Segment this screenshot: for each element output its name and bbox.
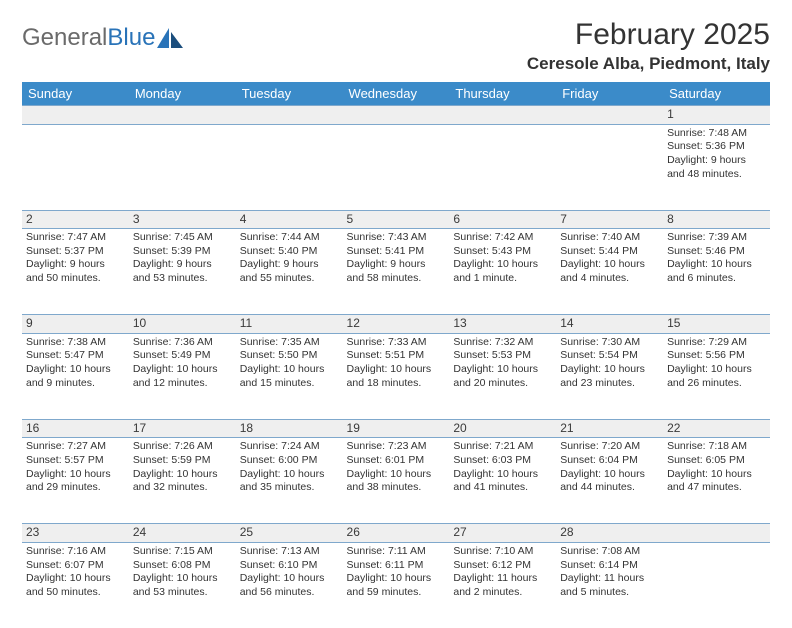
content-row: Sunrise: 7:47 AM Sunset: 5:37 PM Dayligh… [22, 229, 770, 315]
day-number [556, 106, 663, 125]
day-cell: Sunrise: 7:26 AM Sunset: 5:59 PM Dayligh… [129, 438, 236, 524]
day-header: Friday [556, 82, 663, 106]
location: Ceresole Alba, Piedmont, Italy [527, 54, 770, 74]
month-title: February 2025 [527, 18, 770, 52]
day-number [449, 106, 556, 125]
logo: GeneralBlue [22, 18, 183, 52]
content-row: Sunrise: 7:48 AM Sunset: 5:36 PM Dayligh… [22, 124, 770, 210]
day-header: Sunday [22, 82, 129, 106]
day-number: 27 [449, 524, 556, 543]
day-cell: Sunrise: 7:48 AM Sunset: 5:36 PM Dayligh… [663, 124, 770, 210]
day-cell: Sunrise: 7:16 AM Sunset: 6:07 PM Dayligh… [22, 542, 129, 628]
day-cell: Sunrise: 7:24 AM Sunset: 6:00 PM Dayligh… [236, 438, 343, 524]
day-cell: Sunrise: 7:11 AM Sunset: 6:11 PM Dayligh… [343, 542, 450, 628]
calendar-table: Sunday Monday Tuesday Wednesday Thursday… [22, 82, 770, 628]
day-number: 20 [449, 419, 556, 438]
day-cell: Sunrise: 7:08 AM Sunset: 6:14 PM Dayligh… [556, 542, 663, 628]
day-cell [663, 542, 770, 628]
day-number [343, 106, 450, 125]
daynum-row: 232425262728 [22, 524, 770, 543]
content-row: Sunrise: 7:27 AM Sunset: 5:57 PM Dayligh… [22, 438, 770, 524]
logo-text-general: General [22, 24, 107, 52]
day-cell: Sunrise: 7:29 AM Sunset: 5:56 PM Dayligh… [663, 333, 770, 419]
day-cell: Sunrise: 7:47 AM Sunset: 5:37 PM Dayligh… [22, 229, 129, 315]
day-number: 22 [663, 419, 770, 438]
day-number: 21 [556, 419, 663, 438]
day-cell: Sunrise: 7:21 AM Sunset: 6:03 PM Dayligh… [449, 438, 556, 524]
day-number: 7 [556, 210, 663, 229]
day-cell: Sunrise: 7:35 AM Sunset: 5:50 PM Dayligh… [236, 333, 343, 419]
day-number: 9 [22, 315, 129, 334]
day-cell: Sunrise: 7:36 AM Sunset: 5:49 PM Dayligh… [129, 333, 236, 419]
day-number: 28 [556, 524, 663, 543]
day-cell: Sunrise: 7:38 AM Sunset: 5:47 PM Dayligh… [22, 333, 129, 419]
daynum-row: 9101112131415 [22, 315, 770, 334]
day-number: 25 [236, 524, 343, 543]
day-cell: Sunrise: 7:44 AM Sunset: 5:40 PM Dayligh… [236, 229, 343, 315]
day-cell [22, 124, 129, 210]
day-cell [556, 124, 663, 210]
day-cell: Sunrise: 7:15 AM Sunset: 6:08 PM Dayligh… [129, 542, 236, 628]
title-block: February 2025 Ceresole Alba, Piedmont, I… [527, 18, 770, 74]
day-cell: Sunrise: 7:30 AM Sunset: 5:54 PM Dayligh… [556, 333, 663, 419]
day-number: 14 [556, 315, 663, 334]
day-cell: Sunrise: 7:23 AM Sunset: 6:01 PM Dayligh… [343, 438, 450, 524]
day-cell: Sunrise: 7:13 AM Sunset: 6:10 PM Dayligh… [236, 542, 343, 628]
content-row: Sunrise: 7:16 AM Sunset: 6:07 PM Dayligh… [22, 542, 770, 628]
day-cell: Sunrise: 7:43 AM Sunset: 5:41 PM Dayligh… [343, 229, 450, 315]
header: GeneralBlue February 2025 Ceresole Alba,… [22, 18, 770, 74]
day-header: Tuesday [236, 82, 343, 106]
day-number: 12 [343, 315, 450, 334]
day-cell: Sunrise: 7:45 AM Sunset: 5:39 PM Dayligh… [129, 229, 236, 315]
day-number: 23 [22, 524, 129, 543]
day-number: 6 [449, 210, 556, 229]
day-header: Thursday [449, 82, 556, 106]
day-number [129, 106, 236, 125]
day-header: Saturday [663, 82, 770, 106]
daynum-row: 1 [22, 106, 770, 125]
day-number: 13 [449, 315, 556, 334]
day-number: 1 [663, 106, 770, 125]
day-cell: Sunrise: 7:10 AM Sunset: 6:12 PM Dayligh… [449, 542, 556, 628]
day-cell [129, 124, 236, 210]
day-number: 24 [129, 524, 236, 543]
day-cell: Sunrise: 7:18 AM Sunset: 6:05 PM Dayligh… [663, 438, 770, 524]
calendar-page: GeneralBlue February 2025 Ceresole Alba,… [0, 0, 792, 628]
day-cell [343, 124, 450, 210]
day-number: 18 [236, 419, 343, 438]
day-number [663, 524, 770, 543]
day-cell: Sunrise: 7:27 AM Sunset: 5:57 PM Dayligh… [22, 438, 129, 524]
day-number: 8 [663, 210, 770, 229]
day-cell: Sunrise: 7:20 AM Sunset: 6:04 PM Dayligh… [556, 438, 663, 524]
day-cell: Sunrise: 7:32 AM Sunset: 5:53 PM Dayligh… [449, 333, 556, 419]
day-number: 4 [236, 210, 343, 229]
day-header: Wednesday [343, 82, 450, 106]
day-number [236, 106, 343, 125]
day-cell [236, 124, 343, 210]
logo-text-blue: Blue [107, 24, 155, 52]
day-number: 11 [236, 315, 343, 334]
day-number: 2 [22, 210, 129, 229]
day-cell [449, 124, 556, 210]
day-number: 10 [129, 315, 236, 334]
daynum-row: 2345678 [22, 210, 770, 229]
day-number: 17 [129, 419, 236, 438]
day-header-row: Sunday Monday Tuesday Wednesday Thursday… [22, 82, 770, 106]
day-header: Monday [129, 82, 236, 106]
day-number: 19 [343, 419, 450, 438]
day-cell: Sunrise: 7:39 AM Sunset: 5:46 PM Dayligh… [663, 229, 770, 315]
day-number: 26 [343, 524, 450, 543]
day-cell: Sunrise: 7:33 AM Sunset: 5:51 PM Dayligh… [343, 333, 450, 419]
day-number: 5 [343, 210, 450, 229]
content-row: Sunrise: 7:38 AM Sunset: 5:47 PM Dayligh… [22, 333, 770, 419]
day-number: 3 [129, 210, 236, 229]
sail-icon [157, 28, 183, 48]
day-cell: Sunrise: 7:42 AM Sunset: 5:43 PM Dayligh… [449, 229, 556, 315]
day-cell: Sunrise: 7:40 AM Sunset: 5:44 PM Dayligh… [556, 229, 663, 315]
day-number: 15 [663, 315, 770, 334]
day-number: 16 [22, 419, 129, 438]
day-number [22, 106, 129, 125]
daynum-row: 16171819202122 [22, 419, 770, 438]
